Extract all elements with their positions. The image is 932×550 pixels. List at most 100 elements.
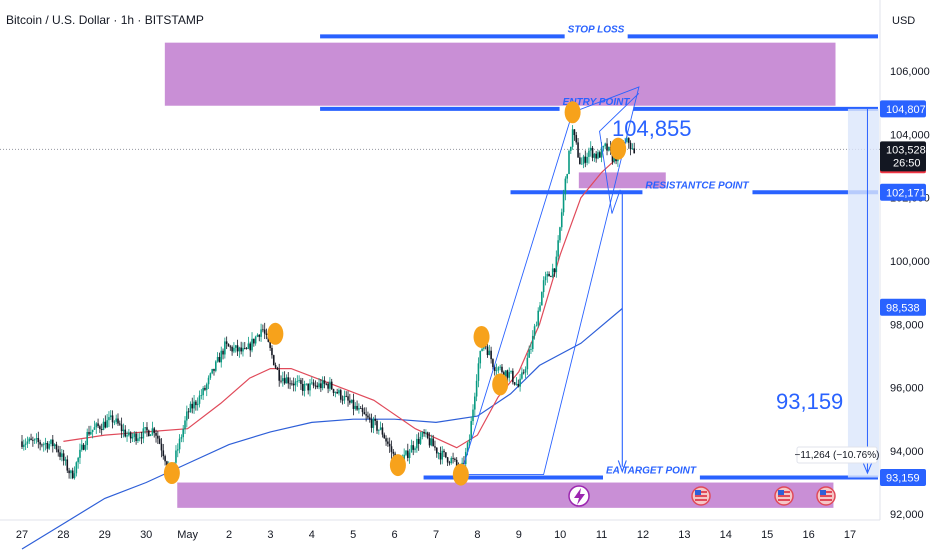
candle-body-48 <box>108 417 110 421</box>
candle-175 <box>338 388 340 396</box>
candle-49 <box>109 410 112 421</box>
candle-124 <box>245 346 248 350</box>
candle-body-122 <box>242 347 244 352</box>
candle-body-321 <box>602 146 605 148</box>
us-flag-event-icon-1[interactable] <box>691 486 711 506</box>
candle-body-238 <box>452 458 454 459</box>
candle-body-26 <box>68 470 70 474</box>
candle-body-146 <box>285 377 288 384</box>
candle-173 <box>334 391 337 398</box>
candle-body-337 <box>631 148 634 150</box>
candle-298 <box>560 208 563 231</box>
candle-body-162 <box>314 385 317 387</box>
candle-270 <box>510 370 512 374</box>
candle-323 <box>606 138 608 156</box>
candle-302 <box>568 149 570 175</box>
candle-269 <box>508 367 511 382</box>
candle-body-141 <box>276 367 279 370</box>
candle-71 <box>149 433 152 437</box>
lightning-event-icon[interactable] <box>568 485 590 507</box>
candle-body-188 <box>361 408 364 413</box>
candle-body-258 <box>488 350 491 356</box>
candle-158 <box>307 383 309 395</box>
us-flag-event-icon-3[interactable] <box>816 486 836 506</box>
x-tick-1: 28 <box>57 529 69 541</box>
candle-body-265 <box>501 366 503 373</box>
candle-100 <box>202 386 204 400</box>
candle-body-76 <box>158 438 161 444</box>
candle-22 <box>61 448 63 462</box>
candle-35 <box>84 440 87 452</box>
x-tick-7: 4 <box>309 529 315 541</box>
candle-body-199 <box>381 427 384 435</box>
candle-18 <box>53 443 56 449</box>
candle-body-117 <box>233 347 235 352</box>
candle-239 <box>454 457 456 462</box>
candle-304 <box>571 125 574 150</box>
candle-body-140 <box>274 365 277 368</box>
candle-body-268 <box>506 370 509 378</box>
us-flag-event-icon-2[interactable] <box>774 486 794 506</box>
price-tag-4-text: 93,159 <box>886 473 920 485</box>
candle-324 <box>608 146 610 152</box>
candle-144 <box>282 371 284 387</box>
measure-band <box>847 108 879 478</box>
price-tag-0-bg <box>880 100 926 118</box>
candle-body-264 <box>499 366 501 368</box>
candle-body-63 <box>135 433 137 442</box>
candle-197 <box>378 429 380 435</box>
candle-body-190 <box>365 414 367 416</box>
candle-body-260 <box>492 359 494 367</box>
candle-20 <box>57 445 60 457</box>
candle-body-73 <box>153 428 156 433</box>
candle-285 <box>537 307 540 329</box>
candle-50 <box>111 410 114 429</box>
candle-132 <box>260 323 262 342</box>
candle-30 <box>75 461 78 477</box>
candle-25 <box>66 455 69 473</box>
candle-body-17 <box>51 439 54 447</box>
candle-body-119 <box>236 345 239 352</box>
candle-119 <box>236 339 239 356</box>
candle-295 <box>555 250 558 278</box>
candle-23 <box>62 449 65 466</box>
candle-body-283 <box>533 326 536 336</box>
candle-body-310 <box>582 156 585 164</box>
candle-195 <box>374 414 376 426</box>
candle-body-52 <box>115 418 117 422</box>
candle-body-327 <box>613 156 616 162</box>
price-tag-2-text: 102,171 <box>886 187 926 199</box>
channel-shape-0 <box>460 86 640 476</box>
candle-12 <box>42 442 45 452</box>
candle-66 <box>140 431 143 445</box>
x-tick-14: 11 <box>596 529 607 541</box>
candle-body-54 <box>119 423 121 425</box>
candle-body-15 <box>48 443 50 449</box>
candle-123 <box>243 341 246 350</box>
ema-slow-line <box>21 308 623 550</box>
candle-46 <box>104 415 107 429</box>
candle-body-257 <box>486 346 489 356</box>
level-label-0: STOP LOSS <box>568 24 625 35</box>
candle-body-106 <box>213 368 215 371</box>
candle-body-152 <box>296 380 299 382</box>
candle-body-312 <box>586 156 588 163</box>
candle-body-296 <box>557 240 559 257</box>
candle-body-224 <box>426 432 429 439</box>
candle-body-44 <box>100 429 103 431</box>
candle-110 <box>220 346 223 368</box>
x-tick-11: 8 <box>474 529 480 541</box>
target-arrow-head <box>617 460 627 474</box>
candle-body-239 <box>454 458 456 460</box>
candle-body-157 <box>305 383 308 385</box>
candle-234 <box>445 452 447 459</box>
price-axis-panel <box>880 0 932 550</box>
currency-label[interactable]: USD <box>892 15 915 27</box>
candle-body-32 <box>79 449 81 458</box>
candle-338 <box>633 142 636 154</box>
candle-body-323 <box>606 143 608 151</box>
candle-122 <box>242 342 244 357</box>
candle-167 <box>323 376 326 389</box>
candle-215 <box>410 439 413 453</box>
level-label-1: ENTRY POINT <box>563 97 631 108</box>
